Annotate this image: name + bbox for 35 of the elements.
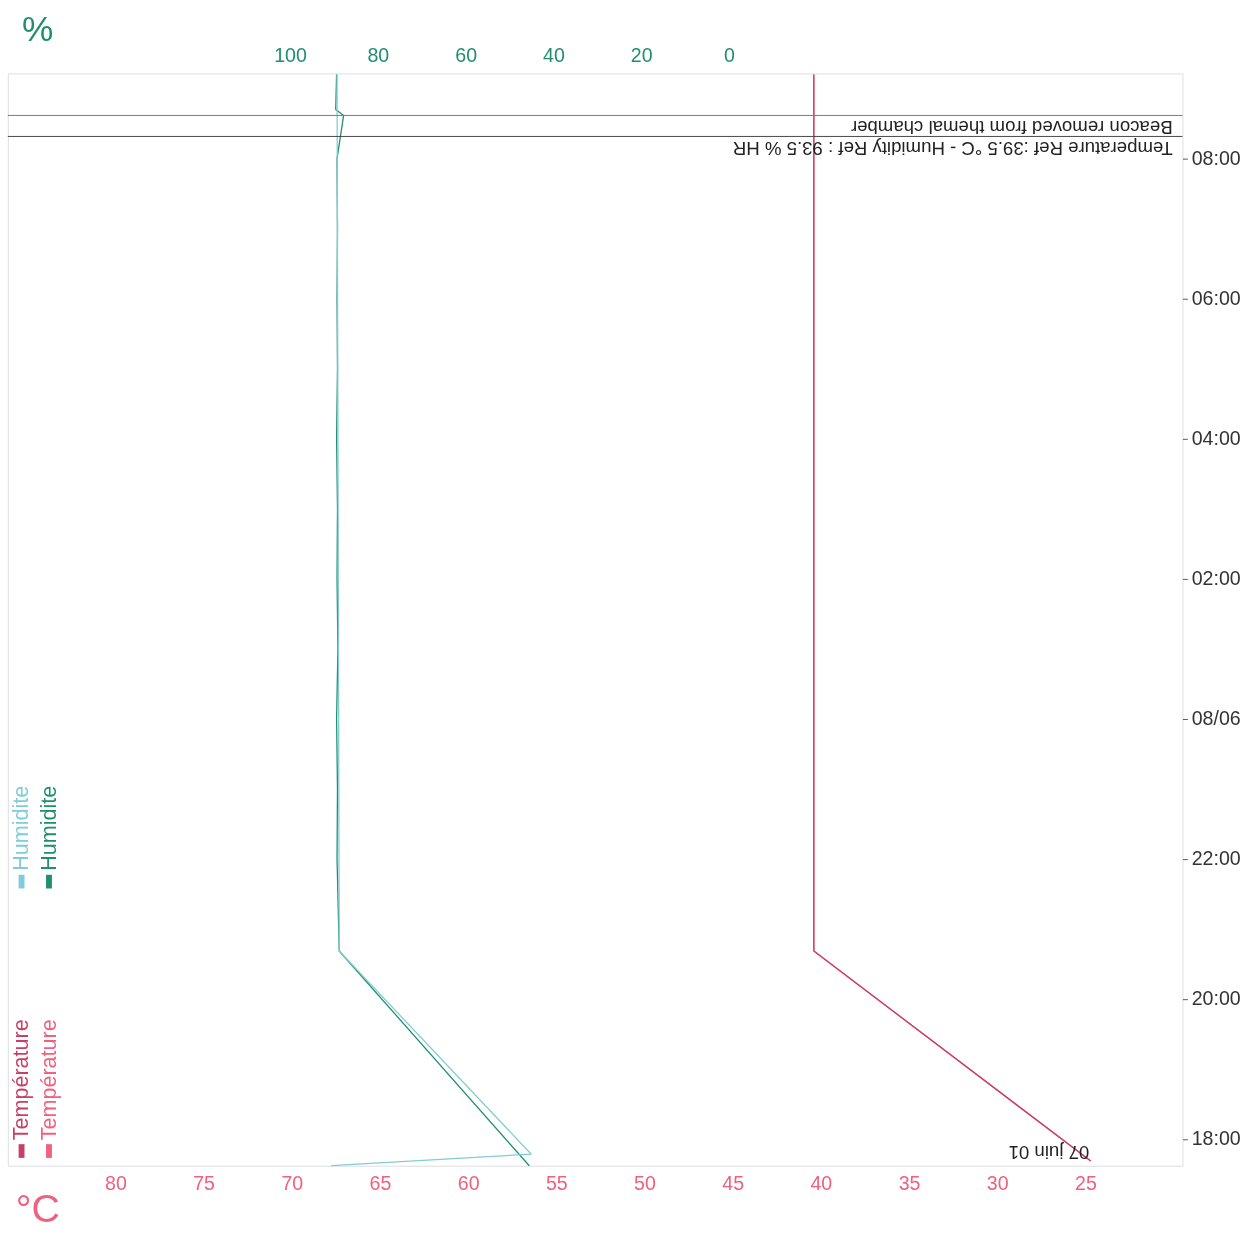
x-tick-label: 80 — [105, 1171, 127, 1194]
x2-tick-label: 40 — [543, 44, 565, 67]
x2-tick-label: 100 — [274, 44, 307, 67]
x-tick-label: 30 — [986, 1171, 1009, 1194]
y-tick-label: 18:00 — [1191, 1127, 1241, 1150]
y-tick-label: 08:00 — [1191, 146, 1241, 169]
x-tick-label: 25 — [1075, 1171, 1097, 1194]
x-tick-label: 75 — [193, 1171, 216, 1194]
y-tick-label: 08/06 — [1191, 707, 1241, 730]
x-tick-label: 70 — [281, 1171, 304, 1194]
x-tick-label: 40 — [810, 1171, 833, 1194]
x-tick-label: 65 — [369, 1171, 392, 1194]
x2-tick-label: 80 — [367, 44, 390, 67]
x-tick-label: 60 — [457, 1171, 480, 1194]
y-tick-label: 06:00 — [1191, 287, 1241, 310]
x2-tick-label: 0 — [724, 44, 736, 67]
text: Humidite — [35, 785, 61, 871]
x2-tick-label: 60 — [455, 44, 478, 67]
y-tick-label: 04:00 — [1191, 427, 1241, 450]
text: Température — [8, 1019, 34, 1141]
x2-tick-label: 20 — [630, 44, 653, 67]
text: Humidite — [8, 785, 34, 871]
x-tick-label: 45 — [722, 1171, 745, 1194]
x-axis-title: °C — [15, 1187, 60, 1231]
text: Température — [35, 1019, 61, 1141]
annotation: Beacon removed from themal chamber — [850, 117, 1173, 139]
y-tick-label: 20:00 — [1191, 987, 1241, 1010]
y-tick-label: 22:00 — [1191, 847, 1241, 870]
annotation: Temperature Ref :39.5 °C - Humidity Ref : 93.5 % HR — [732, 138, 1173, 160]
annotation: 07 juin 01 — [1008, 1142, 1090, 1164]
x-tick-label: 55 — [545, 1171, 568, 1194]
x2-axis-title: % — [22, 8, 54, 48]
x-tick-label: 35 — [898, 1171, 921, 1194]
y-tick-label: 02:00 — [1191, 567, 1241, 590]
x-tick-label: 50 — [634, 1171, 656, 1194]
